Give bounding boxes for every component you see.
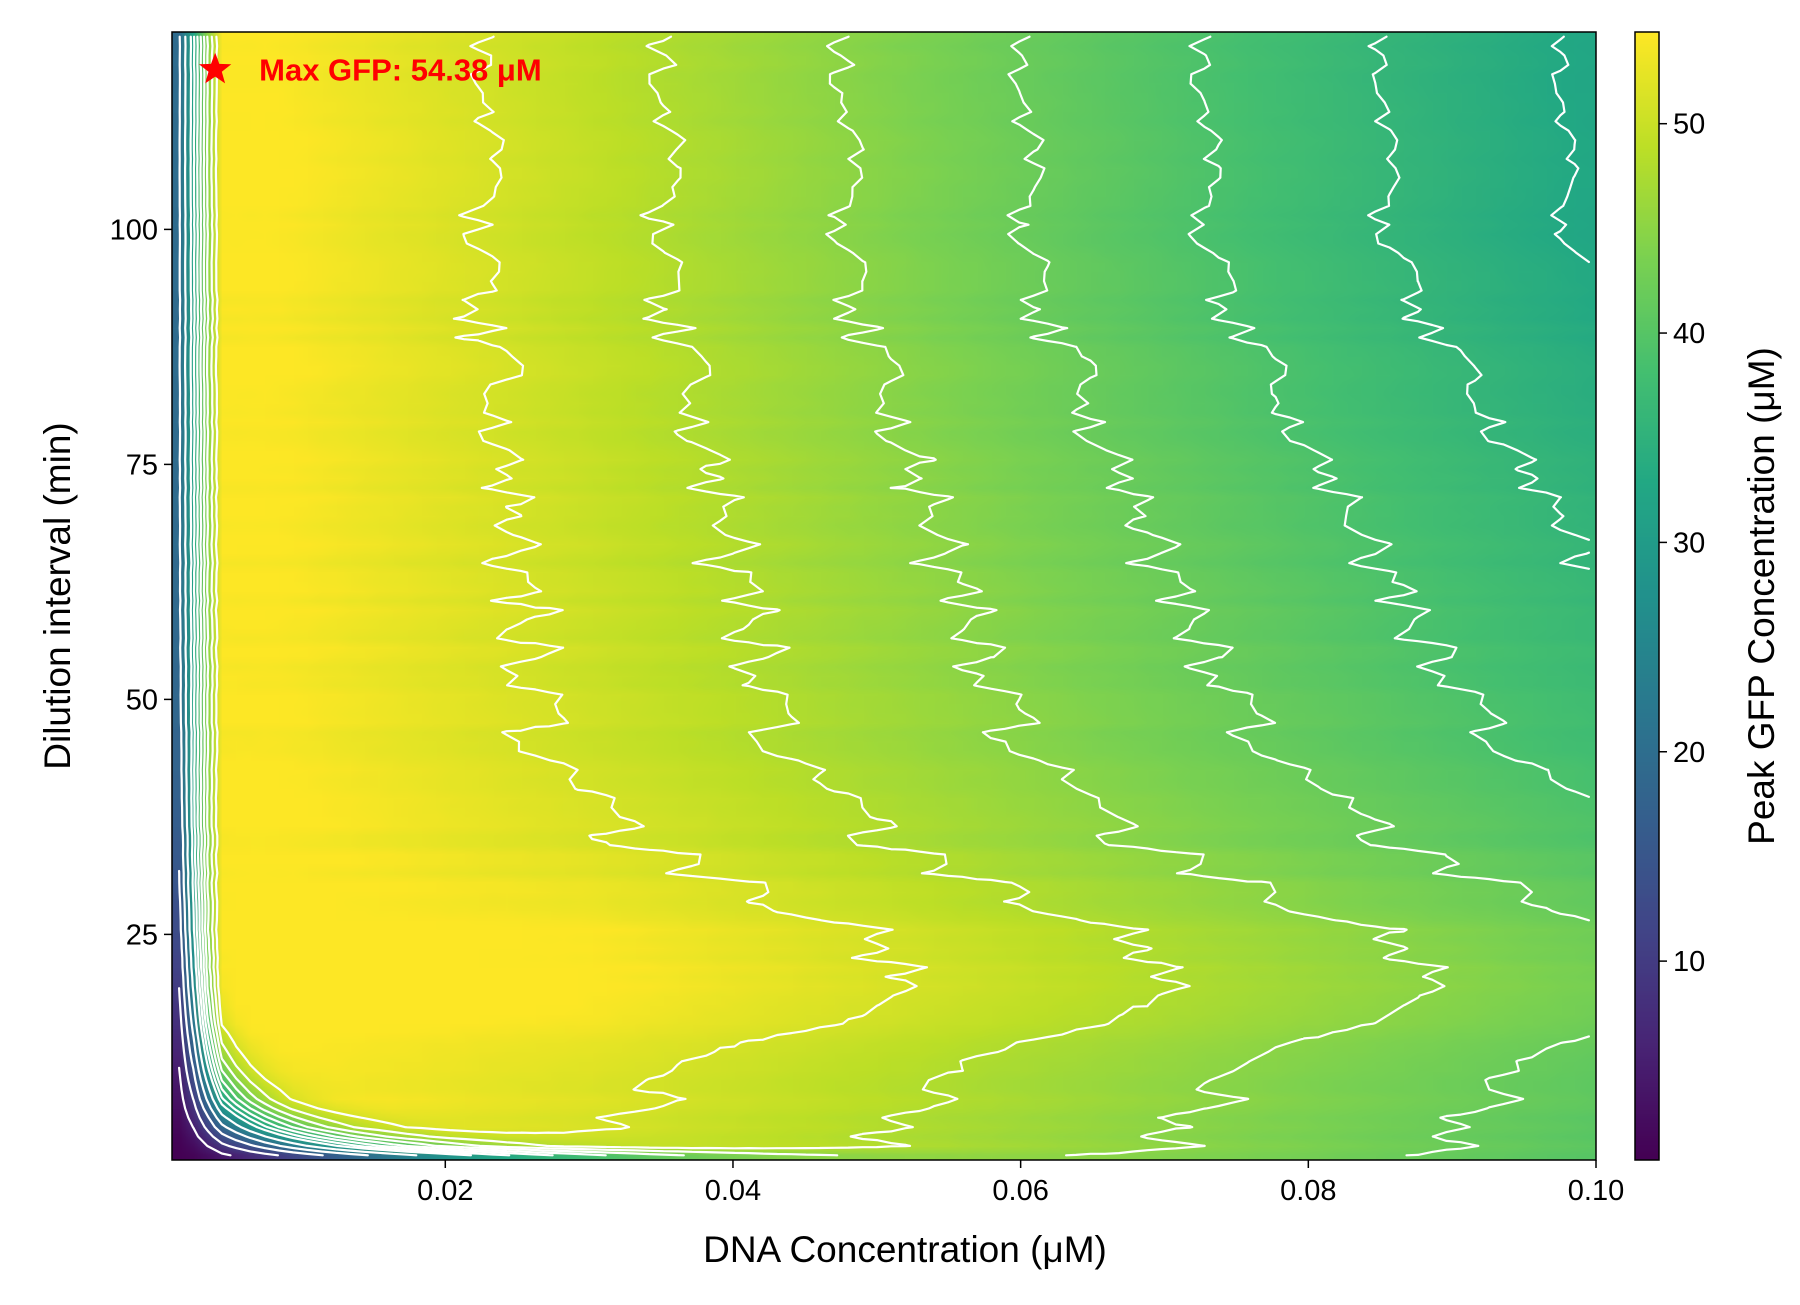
- y-axis-label: Dilution interval (min): [37, 422, 78, 770]
- contour-line-33: [192, 35, 1590, 1157]
- colorbar-frame: [1634, 31, 1660, 1161]
- contour-line-42: [202, 35, 1590, 1157]
- colorbar-tick-label: 10: [1673, 946, 1705, 978]
- colorbar-tick-label: 50: [1673, 109, 1705, 141]
- contour-line-45: [206, 35, 1449, 1157]
- contour-line-10: [178, 987, 279, 1157]
- max-star-marker: [199, 52, 232, 84]
- x-tick-label: 0.06: [992, 1175, 1048, 1207]
- colorbar-gradient: [1635, 32, 1659, 1160]
- contour-line-5: [178, 1066, 232, 1157]
- y-tick-label: 50: [126, 684, 158, 716]
- plot-frame: [171, 31, 1597, 1161]
- colorbar-tick-label: 20: [1673, 737, 1705, 769]
- contour-line-36: [196, 35, 1590, 1157]
- x-tick-label: 0.02: [417, 1175, 473, 1207]
- contour-line-15: [178, 869, 324, 1157]
- contour-line-39: [199, 35, 1590, 1157]
- y-axis: 25 50 75 100: [110, 214, 172, 951]
- contour-lines: [178, 35, 1590, 1157]
- contour-line-20: [178, 35, 369, 1157]
- x-tick-label: 0.10: [1568, 1175, 1624, 1207]
- colorbar-tick-label: 40: [1673, 318, 1705, 350]
- x-tick-label: 0.08: [1280, 1175, 1336, 1207]
- max-annotation-text: Max GFP: 54.38 μM: [259, 53, 542, 88]
- contour-line-48: [210, 35, 1191, 1150]
- x-axis-label: DNA Concentration (μM): [703, 1229, 1107, 1270]
- contour-line-30: [189, 35, 472, 1157]
- x-axis: 0.02 0.04 0.06 0.08 0.10: [417, 1160, 1624, 1207]
- contour-line-51: [214, 35, 928, 1135]
- colorbar-axis: 10 20 30 40 50: [1659, 109, 1705, 978]
- colorbar-tick-label: 30: [1673, 527, 1705, 559]
- max-annotation: Max GFP: 54.38 μM: [199, 52, 542, 88]
- y-tick-label: 75: [126, 449, 158, 481]
- colorbar-label: Peak GFP Concentration (μM): [1741, 347, 1782, 845]
- y-tick-label: 25: [126, 919, 158, 951]
- heatmap-image: [172, 32, 1596, 1160]
- x-tick-label: 0.04: [705, 1175, 761, 1207]
- contour-line-25: [184, 35, 418, 1157]
- y-tick-label: 100: [110, 214, 158, 246]
